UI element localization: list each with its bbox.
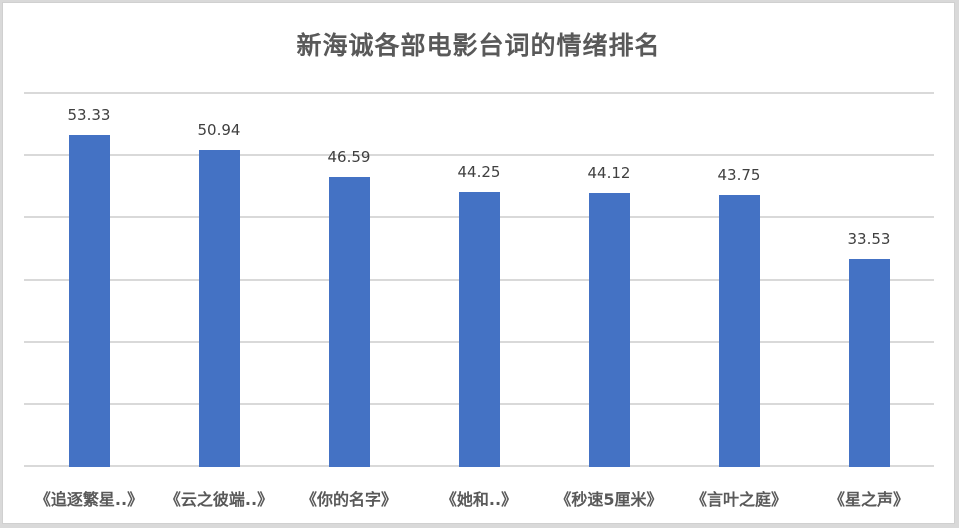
bar[interactable] [328,177,370,467]
data-label: 53.33 [67,106,111,125]
data-label: 44.12 [587,163,631,182]
data-label: 43.75 [717,166,761,185]
bar[interactable] [458,191,500,467]
bar[interactable] [198,150,240,467]
category-label: 《秒速5厘米》 [555,490,663,509]
category-label: 《云之彼端..》 [164,490,274,509]
gridline [24,154,934,157]
data-label: 44.25 [457,162,501,181]
bar[interactable] [68,135,110,467]
category-label: 《她和..》 [440,490,518,509]
category-label: 《追逐繁星..》 [34,490,144,509]
gridline [24,92,934,94]
category-label: 《星之声》 [828,490,909,509]
bar[interactable] [718,195,760,467]
category-label: 《言叶之庭》 [690,490,787,509]
category-label: 《你的名字》 [300,490,397,509]
data-label: 50.94 [197,121,241,140]
data-label: 46.59 [327,148,371,167]
plot-area: 53.33 50.94 46.59 44.25 44.12 43.75 33.53 [24,92,934,467]
bar[interactable] [848,258,890,467]
bar[interactable] [588,192,630,467]
chart-title: 新海诚各部电影台词的情绪排名 [296,31,661,60]
data-label: 33.53 [847,229,891,248]
